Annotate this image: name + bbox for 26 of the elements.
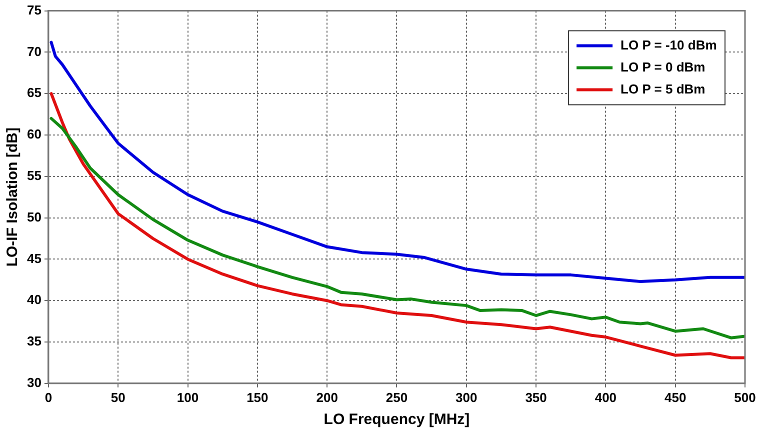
x-tick-label: 400 (594, 390, 617, 405)
y-tick-label: 40 (26, 292, 42, 308)
y-tick-label: 75 (26, 2, 42, 18)
y-tick-label: 50 (26, 209, 42, 224)
x-tick-label: 450 (664, 390, 686, 405)
y-tick-label: 65 (26, 85, 42, 100)
x-tick-label: 200 (316, 390, 338, 405)
y-tick-label: 60 (26, 126, 42, 142)
y-tick-label: 45 (26, 250, 42, 266)
y-tick-label: 30 (26, 374, 42, 390)
x-tick-label: 50 (110, 390, 126, 405)
x-axis-title: LO Frequency [MHz] (324, 411, 470, 428)
x-tick-label: 250 (386, 390, 408, 405)
legend-label: LO P = -10 dBm (620, 37, 717, 52)
y-tick-label: 70 (26, 44, 42, 59)
y-tick-label: 35 (26, 334, 42, 349)
x-tick-label: 300 (456, 390, 478, 405)
x-tick-label: 150 (246, 390, 268, 405)
x-tick-label: 500 (734, 390, 756, 405)
x-tick-label: 0 (44, 390, 52, 405)
y-axis-title: LO-IF Isolation [dB] (4, 128, 22, 267)
y-tick-label: 55 (26, 168, 42, 183)
x-tick-label: 100 (176, 390, 199, 405)
legend-label: LO P = 0 dBm (620, 59, 706, 74)
x-tick-label: 350 (525, 390, 547, 405)
legend-label: LO P = 5 dBm (620, 81, 706, 96)
